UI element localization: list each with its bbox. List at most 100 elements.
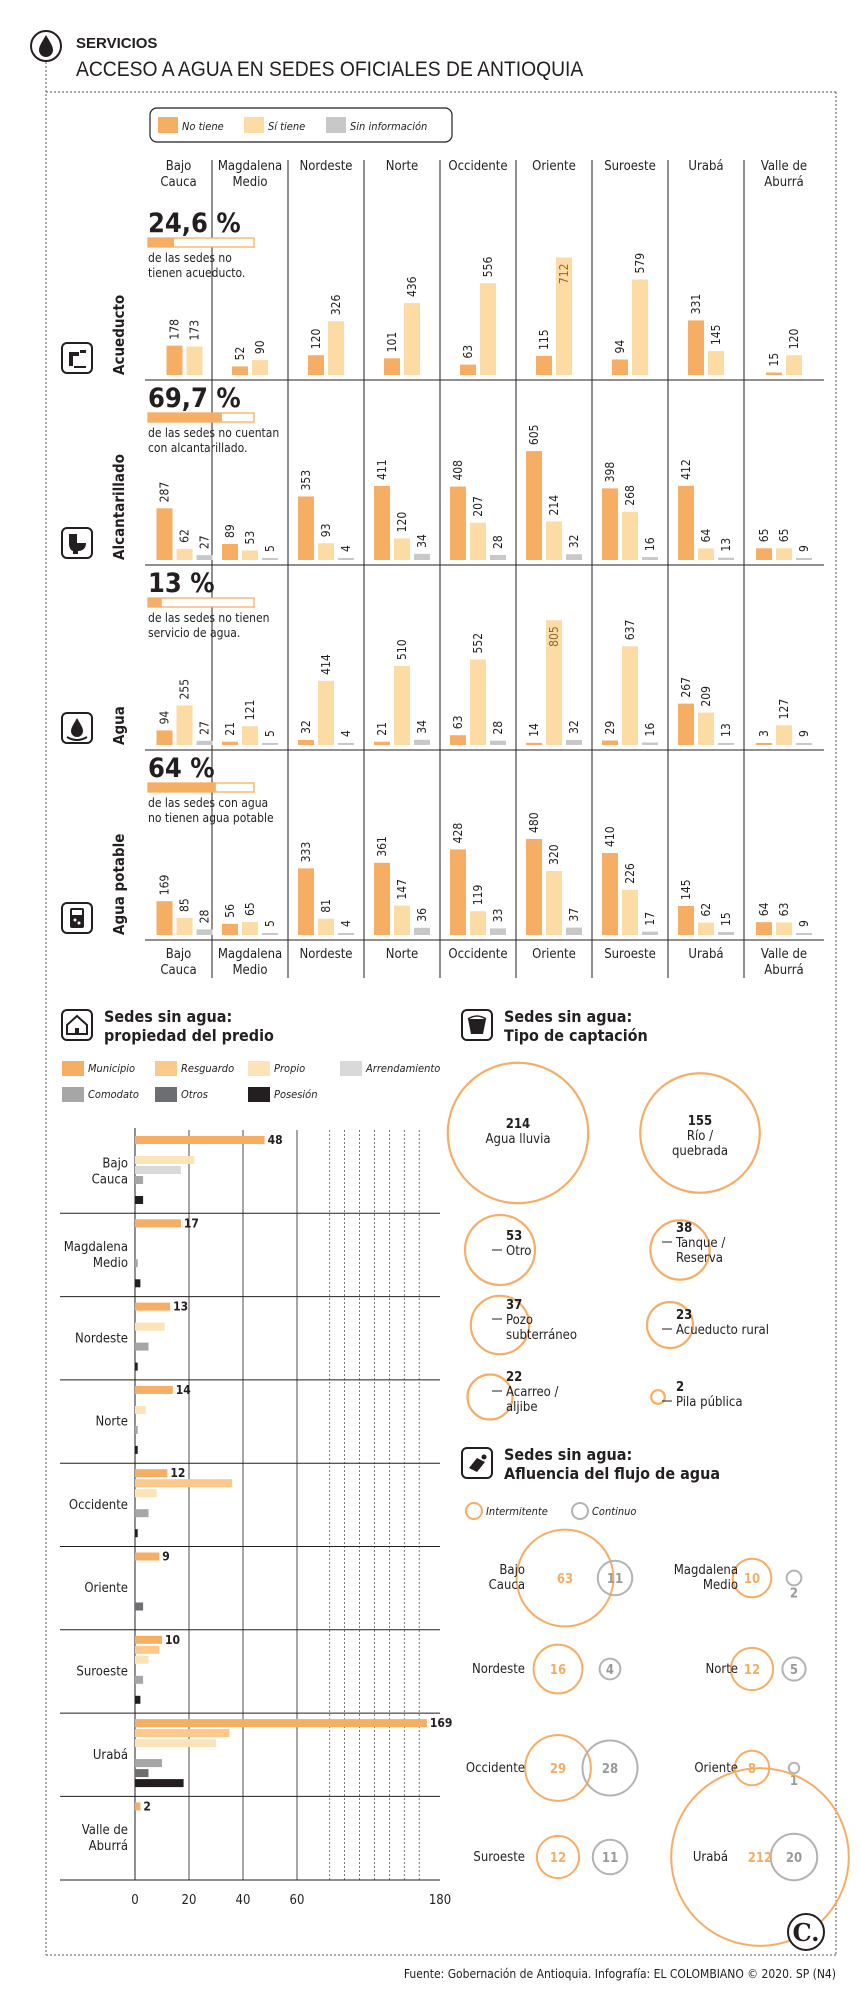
bar — [796, 743, 812, 745]
bar — [678, 703, 694, 745]
stat-bar-track — [147, 597, 255, 608]
x-tick-label: 180 — [429, 1893, 451, 1908]
bar — [622, 511, 638, 560]
hbar — [135, 1302, 171, 1311]
flow-drop — [481, 1454, 487, 1460]
bar — [602, 488, 618, 560]
hbar-value-label: 10 — [165, 1633, 180, 1647]
column-header: Valle de — [761, 159, 807, 174]
bar — [176, 548, 193, 560]
bar-value-label: 169 — [158, 874, 172, 895]
bar-value-label: 27 — [198, 535, 212, 549]
hbar — [135, 1719, 427, 1728]
hbar — [135, 1635, 162, 1644]
bucket-shape — [468, 1019, 486, 1034]
hbar — [135, 1529, 138, 1538]
column-footer: Valle de — [761, 947, 807, 962]
bar — [176, 918, 193, 935]
captacion-title: Sedes sin agua: — [504, 1007, 632, 1026]
bubble-value-intermitente: 10 — [744, 1572, 760, 1587]
bar-value-label: 15 — [719, 912, 733, 926]
hbar — [135, 1469, 168, 1478]
bubble-value: 155 — [688, 1114, 712, 1129]
bar-value-label: 53 — [243, 531, 257, 545]
section-label: SERVICIOS — [76, 35, 157, 52]
bar — [242, 726, 258, 745]
bar-value-label: 267 — [679, 677, 693, 698]
bar — [450, 735, 466, 745]
bar — [786, 355, 802, 375]
legend-swatch — [62, 1061, 84, 1076]
bar — [156, 730, 173, 745]
hbar-value-label: 12 — [170, 1466, 185, 1480]
bar-value-label: 428 — [451, 823, 465, 844]
bar-value-label: 36 — [415, 908, 429, 922]
bubble-label: subterráneo — [506, 1328, 577, 1343]
bar-value-label: 4 — [339, 545, 353, 552]
bar-value-label: 93 — [319, 524, 333, 538]
bar-value-label: 411 — [375, 459, 389, 480]
region-label: Cauca — [489, 1578, 525, 1593]
ownership-title: Sedes sin agua: — [104, 1007, 232, 1026]
stat-note: no tienen agua potable — [148, 811, 274, 825]
bubble-value: 38 — [676, 1221, 692, 1236]
bar — [414, 553, 430, 560]
toilet-bowl — [69, 543, 86, 554]
column-footer: Oriente — [532, 947, 576, 962]
region-label: Nordeste — [472, 1662, 525, 1677]
bar-value-label: 5 — [263, 920, 277, 927]
bubble-label: Pozo — [506, 1313, 533, 1328]
faucet-base — [74, 366, 86, 368]
bar — [338, 743, 354, 745]
bubble-value-continuo: 20 — [786, 1851, 802, 1866]
hbar — [135, 1602, 144, 1611]
bubble-continuo — [598, 1657, 622, 1681]
bar — [526, 742, 542, 745]
hbar-value-label: 48 — [268, 1133, 283, 1147]
bubble-value-continuo: 1 — [790, 1774, 798, 1789]
bar-value-label: 178 — [168, 319, 182, 340]
bar — [262, 558, 278, 560]
bubble-value-intermitente: 29 — [550, 1762, 566, 1777]
filter-dot — [73, 918, 77, 922]
bar-value-label: 28 — [491, 721, 505, 735]
bar-value-label: 207 — [471, 496, 485, 517]
bar-value-label: 14 — [527, 723, 541, 737]
legend-label: Sin información — [350, 120, 427, 133]
hbar — [135, 1655, 149, 1664]
bar — [414, 927, 430, 935]
bubble-label: Pila pública — [676, 1395, 743, 1410]
bar — [196, 555, 213, 560]
bar-value-label: 412 — [679, 459, 693, 480]
region-label: Medio — [703, 1578, 738, 1593]
bar — [252, 360, 268, 375]
bar-value-label: 85 — [178, 898, 192, 912]
bar — [756, 548, 772, 560]
house-icon — [61, 1009, 93, 1041]
category-label: Magdalena — [64, 1240, 128, 1255]
bar-value-label: 37 — [567, 908, 581, 922]
bubble-value-continuo: 28 — [602, 1762, 618, 1777]
bar — [796, 558, 812, 560]
filter-window — [72, 910, 82, 915]
bar — [318, 918, 334, 935]
bubble — [650, 1389, 666, 1405]
toilet-tank — [69, 534, 77, 543]
bar — [222, 923, 238, 935]
bubble — [469, 1294, 531, 1356]
bar-value-label: 805 — [547, 626, 561, 647]
legend-label: Propio — [274, 1062, 305, 1075]
bar — [602, 740, 618, 745]
stat-note: de las sedes con agua — [148, 796, 268, 810]
region-label: Bajo — [499, 1563, 525, 1578]
hbar — [135, 1156, 195, 1164]
icon-frame — [61, 342, 93, 374]
bar-value-label: 320 — [547, 844, 561, 865]
page-title: ACCESO A AGUA EN SEDES OFICIALES DE ANTI… — [76, 58, 584, 81]
bar — [776, 725, 792, 745]
bar — [632, 279, 648, 375]
stat-value: 64 % — [148, 753, 215, 784]
region-label: Norte — [706, 1662, 739, 1677]
bar — [536, 356, 552, 375]
